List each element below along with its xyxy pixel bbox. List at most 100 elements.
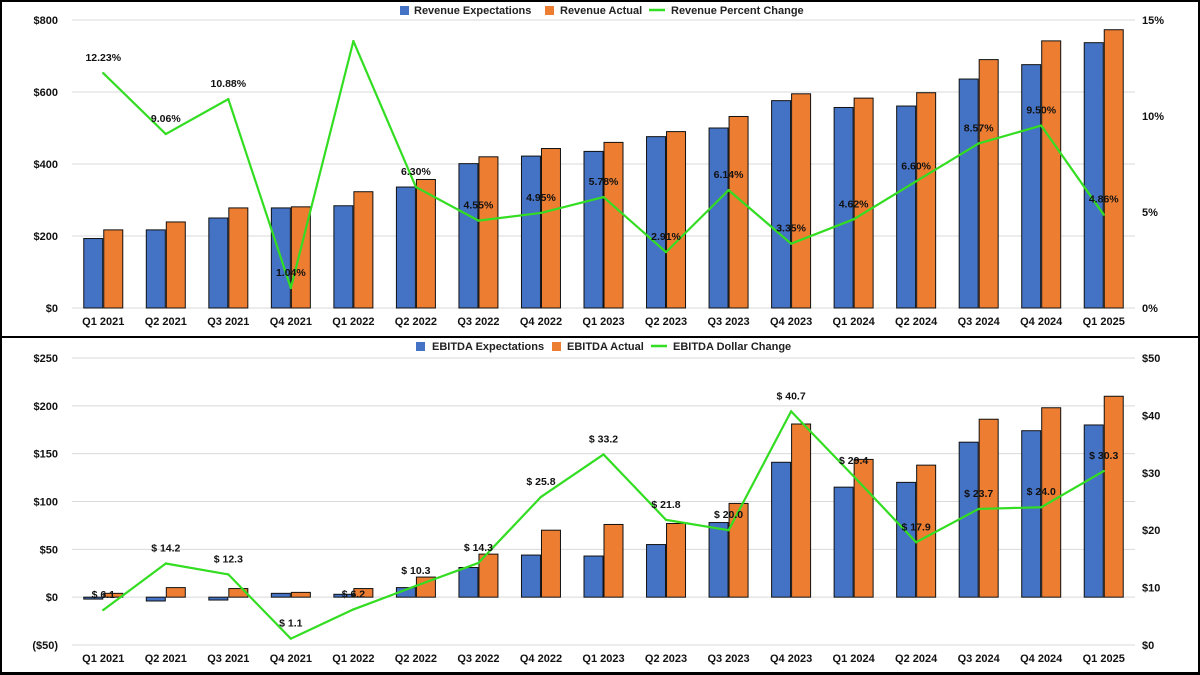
bar-actual: [415, 576, 436, 598]
bar-actual: [791, 93, 812, 309]
line-point: [602, 195, 605, 199]
bar-expectations: [771, 100, 792, 309]
line-data-label: 4.95%: [526, 192, 556, 204]
bar-actual: [603, 141, 624, 309]
x-category-label: Q3 2023: [707, 653, 749, 665]
y-left-tick-label: $0: [46, 303, 58, 315]
x-category-label: Q4 2022: [520, 653, 562, 665]
line-point: [102, 608, 105, 612]
x-category-label: Q4 2024: [1020, 316, 1063, 328]
bar-actual: [353, 191, 374, 309]
bar-actual: [228, 207, 249, 309]
line-data-label: 4.62%: [839, 198, 869, 210]
bar-expectations: [333, 593, 354, 598]
bar-actual: [978, 59, 999, 309]
x-category-label: Q4 2021: [270, 653, 312, 665]
legend-swatch-expectations: [416, 342, 425, 351]
line-data-label: 6.14%: [714, 169, 744, 181]
chart-panel-2: ($50) $0 $50 $100 $150 $200 $250 $0 $10 $20 $30 $40…: [2, 338, 1198, 672]
bar-actual: [853, 458, 874, 598]
bar-actual: [728, 502, 749, 598]
bar-actual: [540, 148, 561, 309]
y-left-tick-label: $50: [40, 544, 58, 556]
line-data-label: $ 29.4: [839, 455, 868, 467]
bar-actual: [1041, 40, 1062, 309]
bar-expectations: [708, 127, 729, 309]
bar-actual: [791, 423, 812, 598]
bar-actual: [165, 587, 186, 598]
line-point: [227, 97, 230, 101]
y-right-tick-label: 5%: [1142, 207, 1158, 219]
bar-expectations: [1021, 64, 1042, 309]
line-data-label: $ 25.8: [526, 476, 555, 488]
bar-expectations: [583, 150, 604, 309]
x-category-label: Q4 2024: [1020, 653, 1063, 665]
line-point: [977, 142, 980, 145]
y-right-tick-label: $20: [1142, 525, 1160, 537]
line-point: [352, 39, 355, 43]
line-data-label: 6.30%: [401, 166, 431, 178]
bar-expectations: [833, 106, 854, 309]
legend-swatch-actual: [552, 342, 561, 351]
line-data-label: $ 21.8: [651, 499, 680, 511]
x-category-label: Q3 2023: [707, 316, 749, 328]
line-point: [914, 180, 918, 183]
line-data-label: $ 33.2: [589, 433, 618, 445]
bar-expectations: [771, 461, 792, 598]
bar-expectations: [958, 78, 979, 309]
bar-actual: [478, 553, 499, 598]
line-point: [789, 410, 793, 413]
line-point: [477, 561, 480, 565]
bar-expectations: [395, 186, 416, 309]
line-data-label: $ 23.7: [964, 488, 993, 500]
line-data-label: $ 20.0: [714, 509, 743, 521]
y-right-tick-label: $10: [1142, 583, 1160, 595]
line-data-label: 1.04%: [276, 267, 306, 279]
line-point: [414, 185, 418, 189]
bar-actual: [540, 529, 561, 598]
y-left-tick-label: $600: [34, 87, 58, 99]
line-data-label: 4.86%: [1089, 194, 1119, 206]
line-point: [727, 188, 730, 192]
bar-expectations: [83, 596, 104, 600]
line-point: [977, 507, 980, 511]
line-point: [539, 495, 543, 499]
y-left-tick-label: $0: [46, 592, 58, 604]
x-category-label: Q1 2024: [833, 316, 876, 328]
y-right-tick-label: 0%: [1142, 303, 1158, 315]
x-category-label: Q3 2024: [958, 653, 1001, 665]
x-category-label: Q1 2025: [1083, 653, 1125, 665]
line-point: [602, 453, 605, 456]
bar-expectations: [520, 554, 541, 598]
bar-actual: [290, 591, 311, 598]
x-category-label: Q2 2023: [645, 316, 687, 328]
y-left-tick-label: $200: [34, 231, 58, 243]
x-category-label: Q2 2022: [395, 316, 437, 328]
chart-panel-1: $0 $200 $400 $600 $800 0% 5% 10% 15% Q1 2021 Q2 20…: [2, 2, 1198, 336]
line-point: [414, 584, 418, 588]
line-point: [852, 475, 855, 478]
bar-expectations: [145, 229, 166, 309]
line-data-label: 12.23%: [85, 52, 121, 64]
bar-expectations: [1083, 42, 1104, 309]
bar-actual: [415, 178, 436, 309]
x-category-label: Q3 2024: [958, 316, 1001, 328]
line-data-label: 8.57%: [964, 122, 994, 134]
line-data-label: $ 30.3: [1089, 450, 1118, 462]
bar-actual: [1103, 395, 1124, 598]
y-left-tick-label: $400: [34, 159, 58, 171]
y-left-tick-label: $200: [34, 401, 58, 413]
x-category-label: Q4 2023: [770, 316, 812, 328]
bar-actual: [478, 156, 499, 309]
bar-actual: [853, 97, 874, 309]
line-point: [664, 250, 668, 254]
legend-label-actual: EBITDA Actual: [567, 341, 644, 353]
bar-actual: [1103, 29, 1124, 309]
panel-background: [2, 338, 1198, 672]
bar-expectations: [145, 596, 166, 602]
bar-expectations: [208, 217, 229, 309]
legend-label-expectations: Revenue Expectations: [414, 5, 531, 17]
bar-expectations: [646, 136, 667, 309]
